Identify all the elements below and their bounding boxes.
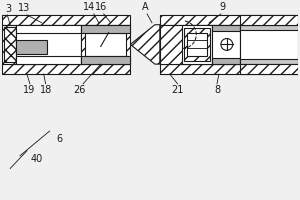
Bar (240, 25, 298, 30)
Text: 6: 6 (56, 134, 62, 144)
Text: A: A (142, 2, 148, 12)
Bar (184, 28, 210, 61)
Text: 9: 9 (220, 2, 226, 12)
Bar (182, 25, 212, 64)
Bar (240, 15, 298, 25)
Bar (240, 59, 298, 64)
Bar (16, 25, 81, 64)
Bar (2, 15, 130, 25)
Bar (212, 58, 240, 64)
Text: 18: 18 (40, 85, 52, 95)
Text: 26: 26 (73, 85, 85, 95)
Bar (212, 25, 240, 64)
Text: 19: 19 (23, 85, 35, 95)
Bar (85, 33, 126, 56)
Text: 21: 21 (171, 85, 184, 95)
Bar (81, 56, 130, 64)
Text: 40: 40 (31, 154, 43, 164)
Bar (240, 25, 298, 64)
Bar (81, 25, 130, 33)
Bar (16, 40, 46, 54)
Bar (240, 64, 298, 74)
Text: 16: 16 (94, 2, 107, 12)
Bar (81, 25, 130, 64)
Text: 13: 13 (18, 3, 30, 13)
Text: 14: 14 (83, 2, 95, 12)
Bar (212, 25, 240, 31)
Bar (160, 25, 214, 64)
Bar (4, 27, 16, 62)
Bar (2, 64, 130, 74)
Bar (2, 25, 16, 64)
Bar (16, 25, 81, 33)
Bar (160, 15, 298, 25)
Text: 3: 3 (5, 4, 11, 14)
Polygon shape (130, 25, 160, 64)
Text: 8: 8 (214, 85, 220, 95)
Bar (160, 64, 298, 74)
Bar (188, 33, 207, 56)
Bar (16, 56, 81, 64)
